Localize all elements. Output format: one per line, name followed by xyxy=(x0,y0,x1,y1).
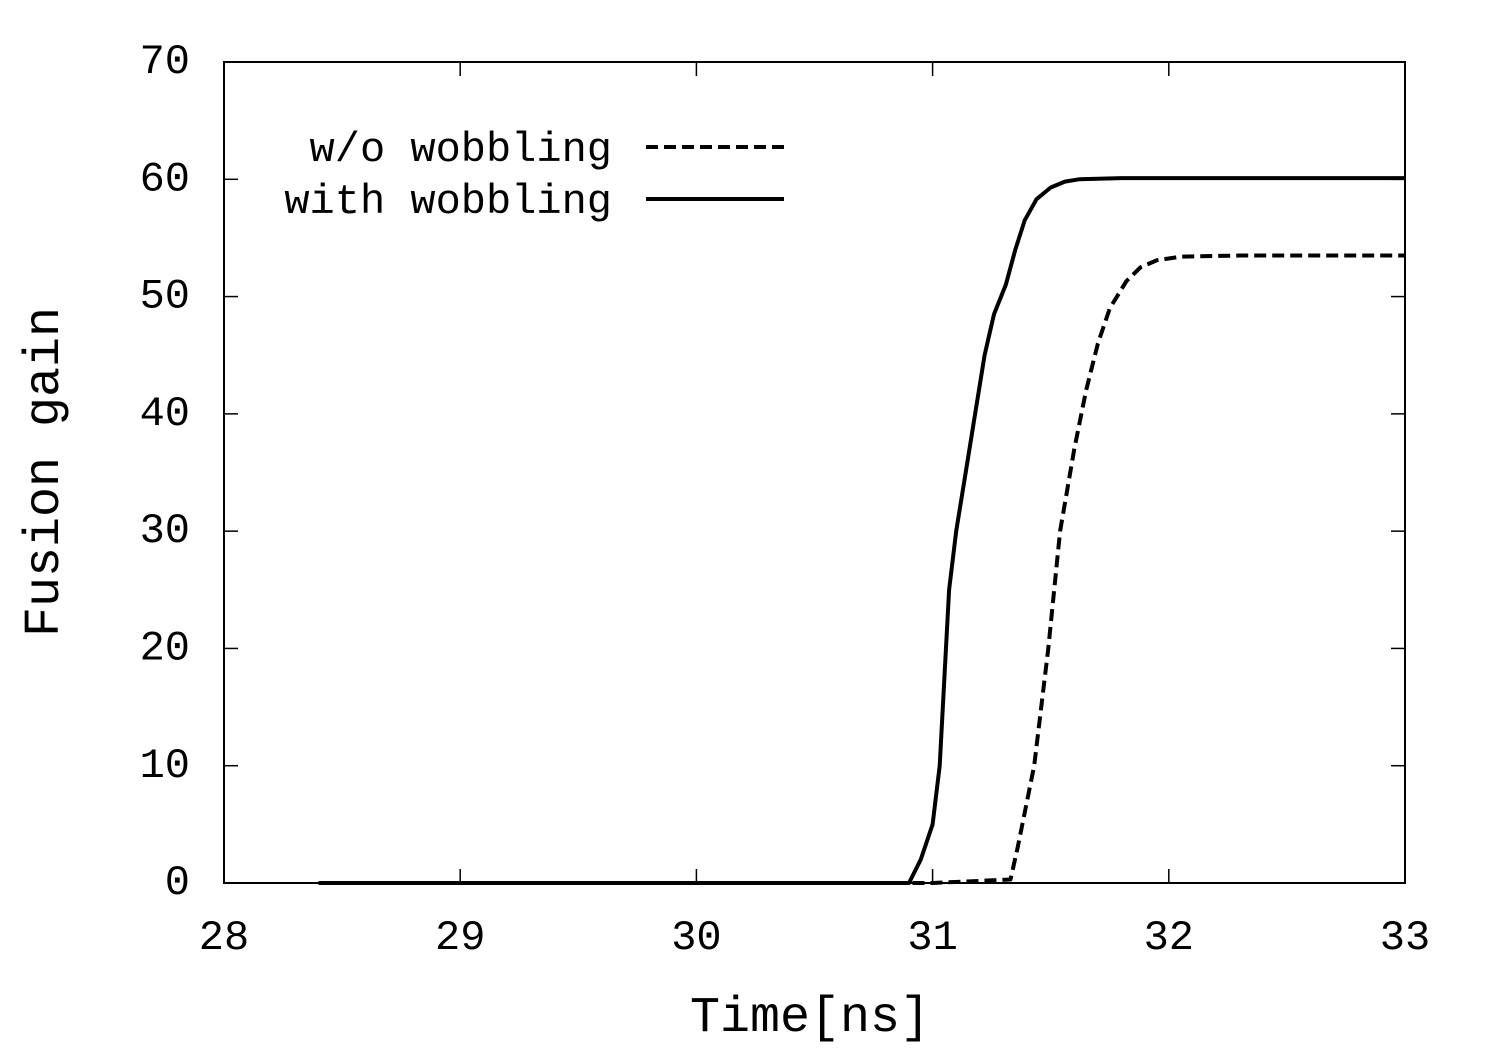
y-tick-label: 10 xyxy=(140,742,190,790)
y-tick-label: 20 xyxy=(140,625,190,673)
y-tick-label: 30 xyxy=(140,507,190,555)
y-tick-label: 70 xyxy=(140,38,190,86)
x-tick-label: 32 xyxy=(1144,914,1194,962)
y-tick-label: 50 xyxy=(140,273,190,321)
legend-label: w/o wobbling xyxy=(310,126,612,174)
x-tick-label: 31 xyxy=(907,914,957,962)
y-tick-label: 60 xyxy=(140,155,190,203)
x-tick-label: 30 xyxy=(671,914,721,962)
x-tick-label: 29 xyxy=(435,914,485,962)
y-tick-label: 40 xyxy=(140,390,190,438)
x-tick-label: 33 xyxy=(1380,914,1430,962)
series-line xyxy=(318,176,1405,885)
legend-label: with wobbling xyxy=(284,178,612,226)
x-axis-label: Time[ns] xyxy=(690,990,930,1047)
y-tick-label: 0 xyxy=(165,859,190,907)
y-axis-label: Fusion gain xyxy=(17,307,74,637)
x-tick-label: 28 xyxy=(199,914,249,962)
series-line xyxy=(318,253,1405,885)
